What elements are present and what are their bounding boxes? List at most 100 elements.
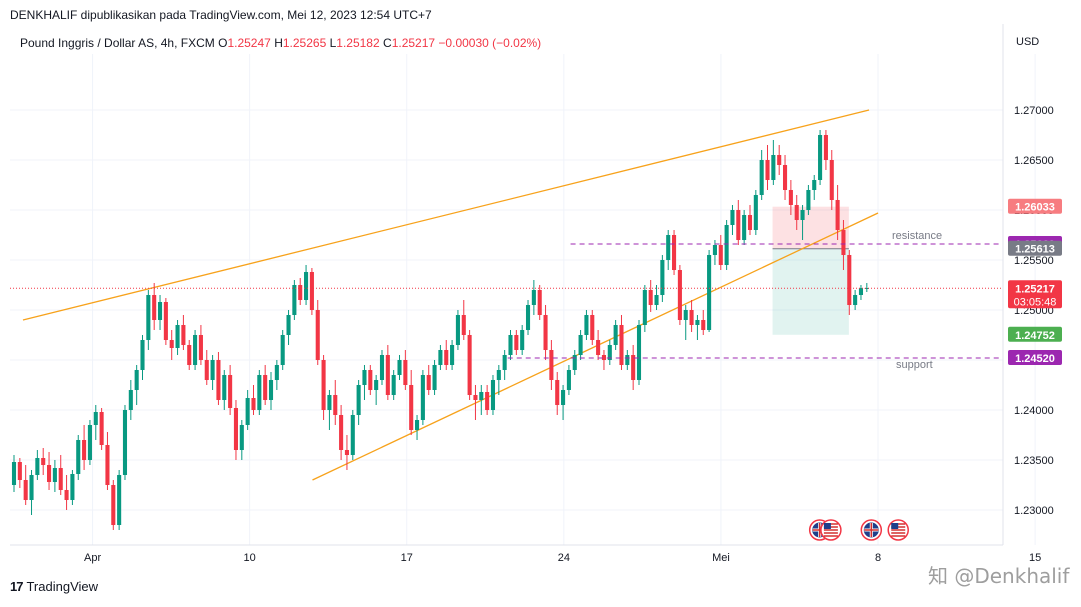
candle-body <box>835 200 840 230</box>
price-grid <box>10 54 1036 545</box>
candle-body <box>152 295 157 320</box>
candle-body <box>525 305 531 330</box>
candle-body <box>210 360 215 380</box>
candle <box>864 283 869 292</box>
candle <box>304 265 309 305</box>
symbol-title[interactable]: Pound Inggris / Dollar AS, 4h, FXCM <box>20 36 215 50</box>
candle <box>818 130 823 185</box>
candle-body <box>601 355 607 360</box>
candle <box>111 480 116 530</box>
candle <box>672 230 677 275</box>
change-value: −0.00030 (−0.02%) <box>438 36 542 50</box>
candle-body <box>368 370 373 390</box>
candle <box>759 150 764 200</box>
candle-body <box>64 490 69 500</box>
candle <box>496 365 501 395</box>
candle-body <box>455 315 460 345</box>
candle <box>607 340 612 365</box>
candle-body <box>420 375 425 420</box>
candle <box>187 340 192 370</box>
y-tick-label: 1.23500 <box>1014 455 1054 467</box>
candle-body <box>613 325 618 345</box>
candle-body <box>321 360 326 410</box>
candle <box>134 365 139 405</box>
currency-label[interactable]: USD <box>1016 36 1040 48</box>
candle-body <box>531 290 536 305</box>
x-tick-label: Apr <box>84 552 101 564</box>
us-flag-icon[interactable] <box>887 519 909 541</box>
candle <box>251 385 256 415</box>
open-label: O <box>218 36 228 50</box>
candle <box>117 470 122 530</box>
candle-body <box>461 315 466 335</box>
candle-body <box>666 235 671 260</box>
candle-body <box>169 340 174 348</box>
candles <box>11 130 869 530</box>
candle <box>385 345 390 400</box>
candle-body <box>403 360 408 385</box>
candle <box>549 340 554 390</box>
candle <box>391 370 396 400</box>
candle-body <box>397 360 402 375</box>
tradingview-logo-icon: 17 <box>10 579 24 594</box>
candle <box>455 310 460 350</box>
candle-body <box>29 475 34 500</box>
candle-body <box>742 215 747 240</box>
candle-body <box>473 395 478 400</box>
candle-body <box>508 335 513 355</box>
candle-body <box>117 475 122 525</box>
price-tag: 1.25613 <box>1008 240 1062 256</box>
candle-body <box>391 375 396 395</box>
candle-body <box>642 290 647 325</box>
candle <box>718 235 723 270</box>
us-flag-icon[interactable] <box>820 519 842 541</box>
gb-flag-icon[interactable] <box>860 519 883 541</box>
candle-body <box>782 165 788 190</box>
candle <box>82 425 87 470</box>
candle-body <box>485 392 490 410</box>
x-tick-label: 15 <box>1029 552 1041 564</box>
candle-body <box>572 355 577 370</box>
candle <box>76 435 81 480</box>
candle <box>613 320 618 350</box>
candle <box>788 180 793 215</box>
levels: resistance support <box>10 230 1003 371</box>
candle-body <box>385 355 390 395</box>
candle-body <box>414 420 420 430</box>
candle <box>782 155 788 200</box>
candle <box>485 385 490 415</box>
x-tick-label: 17 <box>401 552 413 564</box>
symbol-legend: Pound Inggris / Dollar AS, 4h, FXCM O1.2… <box>20 36 541 50</box>
candle-body <box>327 395 332 410</box>
candle-body <box>543 315 548 350</box>
candle-body <box>304 272 309 300</box>
candle <box>140 335 145 380</box>
candle-body <box>82 440 87 460</box>
candle <box>228 365 233 415</box>
price-tag-label: 1.26033 <box>1015 202 1055 214</box>
candle <box>350 410 355 460</box>
close-label: C <box>383 36 392 50</box>
candle <box>263 365 268 405</box>
candle <box>163 298 168 345</box>
candle-body <box>537 290 542 315</box>
flag-canton <box>823 523 831 529</box>
candle <box>537 285 542 320</box>
candle <box>666 230 671 270</box>
resistance-label: resistance <box>892 230 942 242</box>
candle <box>777 145 782 175</box>
candle-body <box>672 235 677 270</box>
candle <box>152 283 157 330</box>
candle-body <box>812 180 817 190</box>
candle-body <box>549 350 554 380</box>
candle-body <box>339 415 344 450</box>
price-tag-bg <box>1008 326 1062 342</box>
candle-body <box>578 335 583 355</box>
tradingview-logo[interactable]: 17 TradingView <box>10 579 98 594</box>
candle-body <box>181 325 186 345</box>
candle <box>461 300 466 340</box>
candle <box>473 385 478 420</box>
candle <box>274 360 279 390</box>
price-tag: 1.26033 <box>1008 198 1062 214</box>
